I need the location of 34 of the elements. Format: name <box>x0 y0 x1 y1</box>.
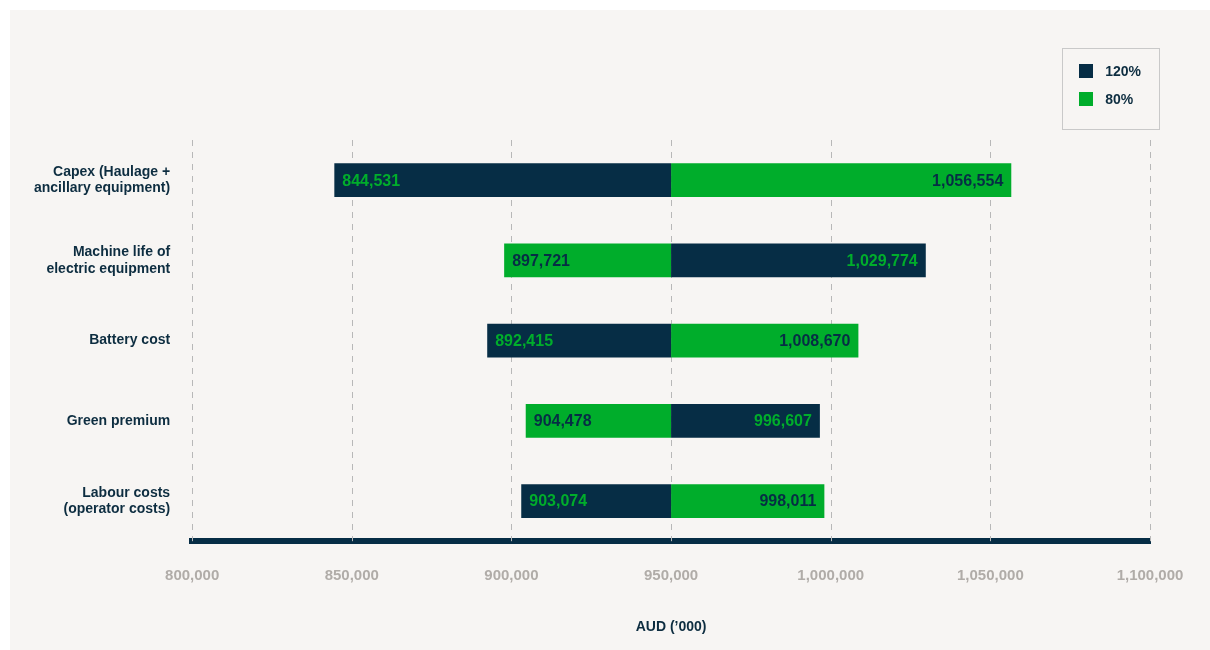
bar <box>504 243 672 278</box>
y-tick-label: Battery cost <box>89 331 171 348</box>
legend-label: 120% <box>1105 63 1141 79</box>
data-label: 998,011 <box>759 492 817 510</box>
data-label: 1,056,554 <box>932 171 1004 189</box>
x-tick-label: 800,000 <box>165 566 220 584</box>
y-tick-label: Green premium <box>66 411 171 428</box>
bar <box>671 403 820 438</box>
x-tick-label: 850,000 <box>324 566 379 584</box>
data-label: 892,415 <box>495 332 554 350</box>
legend-label: 80% <box>1105 91 1134 107</box>
data-label: 996,607 <box>754 412 812 430</box>
bar <box>334 163 672 197</box>
data-label: 904,478 <box>533 412 592 430</box>
y-tick-label: Labour costs (operator costs) <box>63 483 171 517</box>
bar <box>521 484 672 518</box>
x-tick-label: 900,000 <box>484 566 539 584</box>
bar <box>671 163 1012 197</box>
y-tick-label: Machine life of electric equipment <box>46 242 171 276</box>
x-tick-label: 1,050,000 <box>956 566 1024 584</box>
x-tick-label: 1,100,000 <box>1116 566 1184 584</box>
bar <box>487 323 672 358</box>
data-label: 1,008,670 <box>779 332 851 350</box>
data-label: 1,029,774 <box>846 251 918 269</box>
data-label: 903,074 <box>529 492 588 510</box>
x-tick-label: 950,000 <box>643 566 699 584</box>
bar <box>671 484 825 518</box>
x-tick-label: 1,000,000 <box>797 566 865 584</box>
x-axis-title: AUD (’000) <box>635 618 707 635</box>
data-label: 844,531 <box>342 171 401 189</box>
bar <box>671 243 926 278</box>
y-tick-label: Capex (Haulage + ancillary equipment) <box>33 162 171 196</box>
data-label: 897,721 <box>512 251 571 269</box>
bar <box>525 403 672 438</box>
